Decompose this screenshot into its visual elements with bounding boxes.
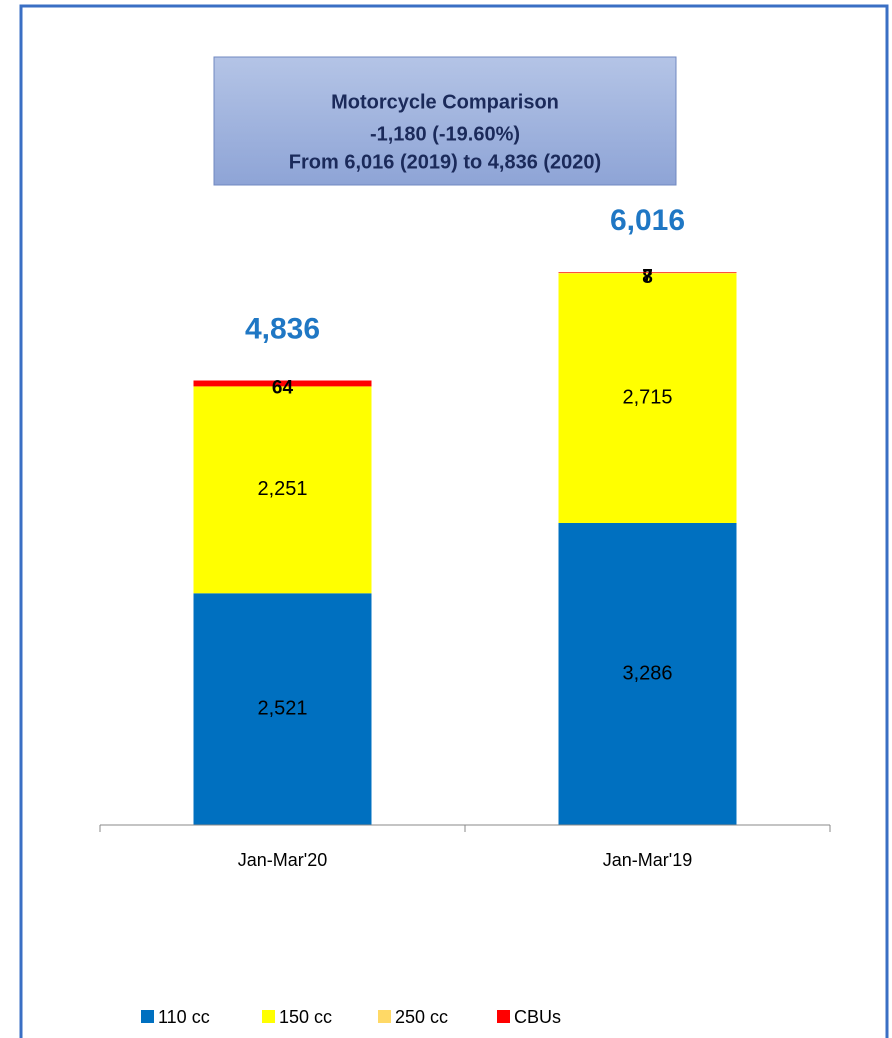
legend-swatch <box>497 1010 510 1023</box>
chart-title: -1,180 (-19.60%) <box>370 123 520 145</box>
data-label: 7 <box>642 266 653 287</box>
chart-title: From 6,016 (2019) to 4,836 (2020) <box>289 151 601 173</box>
title-box <box>213 56 677 186</box>
chart-title: Motorcycle Comparison <box>331 91 559 113</box>
bar-segment <box>558 522 737 825</box>
legend-label: 150 cc <box>279 1007 332 1027</box>
total-label: 4,836 <box>245 312 320 345</box>
data-label: 8 <box>642 267 653 288</box>
bar-segment <box>193 593 372 825</box>
bar-segment <box>558 273 737 523</box>
data-label: 64 <box>272 377 294 398</box>
legend-swatch <box>378 1010 391 1023</box>
data-label: 3,286 <box>622 662 672 684</box>
bar-segment <box>558 272 737 274</box>
bar-segment <box>193 380 372 387</box>
legend-label: 250 cc <box>395 1007 448 1027</box>
legend-label: 110 cc <box>158 1007 210 1027</box>
bar-segment <box>558 272 737 273</box>
frame <box>19 4 889 1038</box>
title: Motorcycle Comparison -1,180 (-19.60%) Fro… <box>289 91 601 173</box>
legend-swatch <box>262 1010 275 1023</box>
bar-segment <box>193 386 372 594</box>
x-tick-label: Jan-Mar'20 <box>238 850 327 870</box>
legend-label: CBUs <box>514 1007 561 1027</box>
data-label: 2,251 <box>257 478 307 500</box>
data-label: 2,521 <box>257 697 307 719</box>
data-label: 2,715 <box>622 386 672 408</box>
x-tick-label: Jan-Mar'19 <box>603 850 692 870</box>
total-label: 6,016 <box>610 204 685 237</box>
legend-swatch <box>141 1010 154 1023</box>
